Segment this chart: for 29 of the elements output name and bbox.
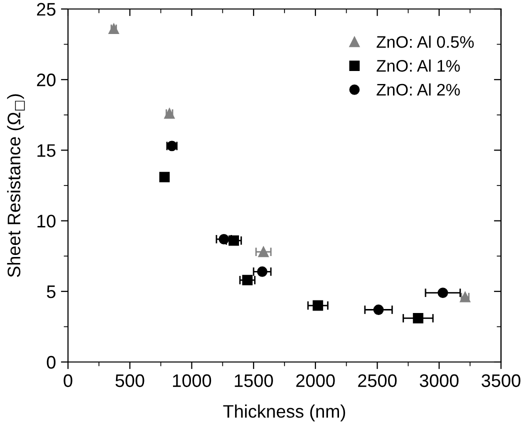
y-tick-label: 5 [46, 286, 56, 298]
point [242, 274, 253, 286]
x-tick-label: 3500 [482, 374, 520, 388]
x-tick-label: 3000 [420, 374, 459, 388]
x-tick-label: 2500 [358, 374, 397, 388]
point [218, 234, 230, 244]
point [228, 235, 239, 246]
y-tick-label: 25 [37, 2, 56, 16]
point [258, 246, 269, 258]
x-tick-label: 0 [64, 374, 72, 388]
point [257, 266, 268, 277]
x-tick-label: 500 [116, 374, 144, 388]
x-tick-label: 1500 [234, 374, 273, 388]
point [312, 300, 324, 311]
point [373, 304, 384, 315]
y-axis-title: Sheet Resistance (Ω$_{□}$) [7, 94, 25, 278]
point [438, 288, 448, 298]
point [412, 313, 424, 324]
x-tick-label: 2000 [296, 374, 335, 388]
y-tick-label: 0 [46, 356, 56, 369]
y-tick-label: 15 [37, 144, 56, 157]
legend-label: ZnO: Al 1% [376, 60, 460, 72]
legend-label: ZnO: Al 2% [376, 83, 460, 96]
x-tick-label: 1000 [173, 374, 212, 388]
y-tick-label: 10 [37, 214, 56, 228]
point [159, 172, 170, 182]
y-tick-label: 20 [37, 74, 56, 86]
legend-label: ZnO: Al 0.5% [376, 36, 474, 48]
x-axis-title: Thickness (nm) [223, 404, 346, 422]
